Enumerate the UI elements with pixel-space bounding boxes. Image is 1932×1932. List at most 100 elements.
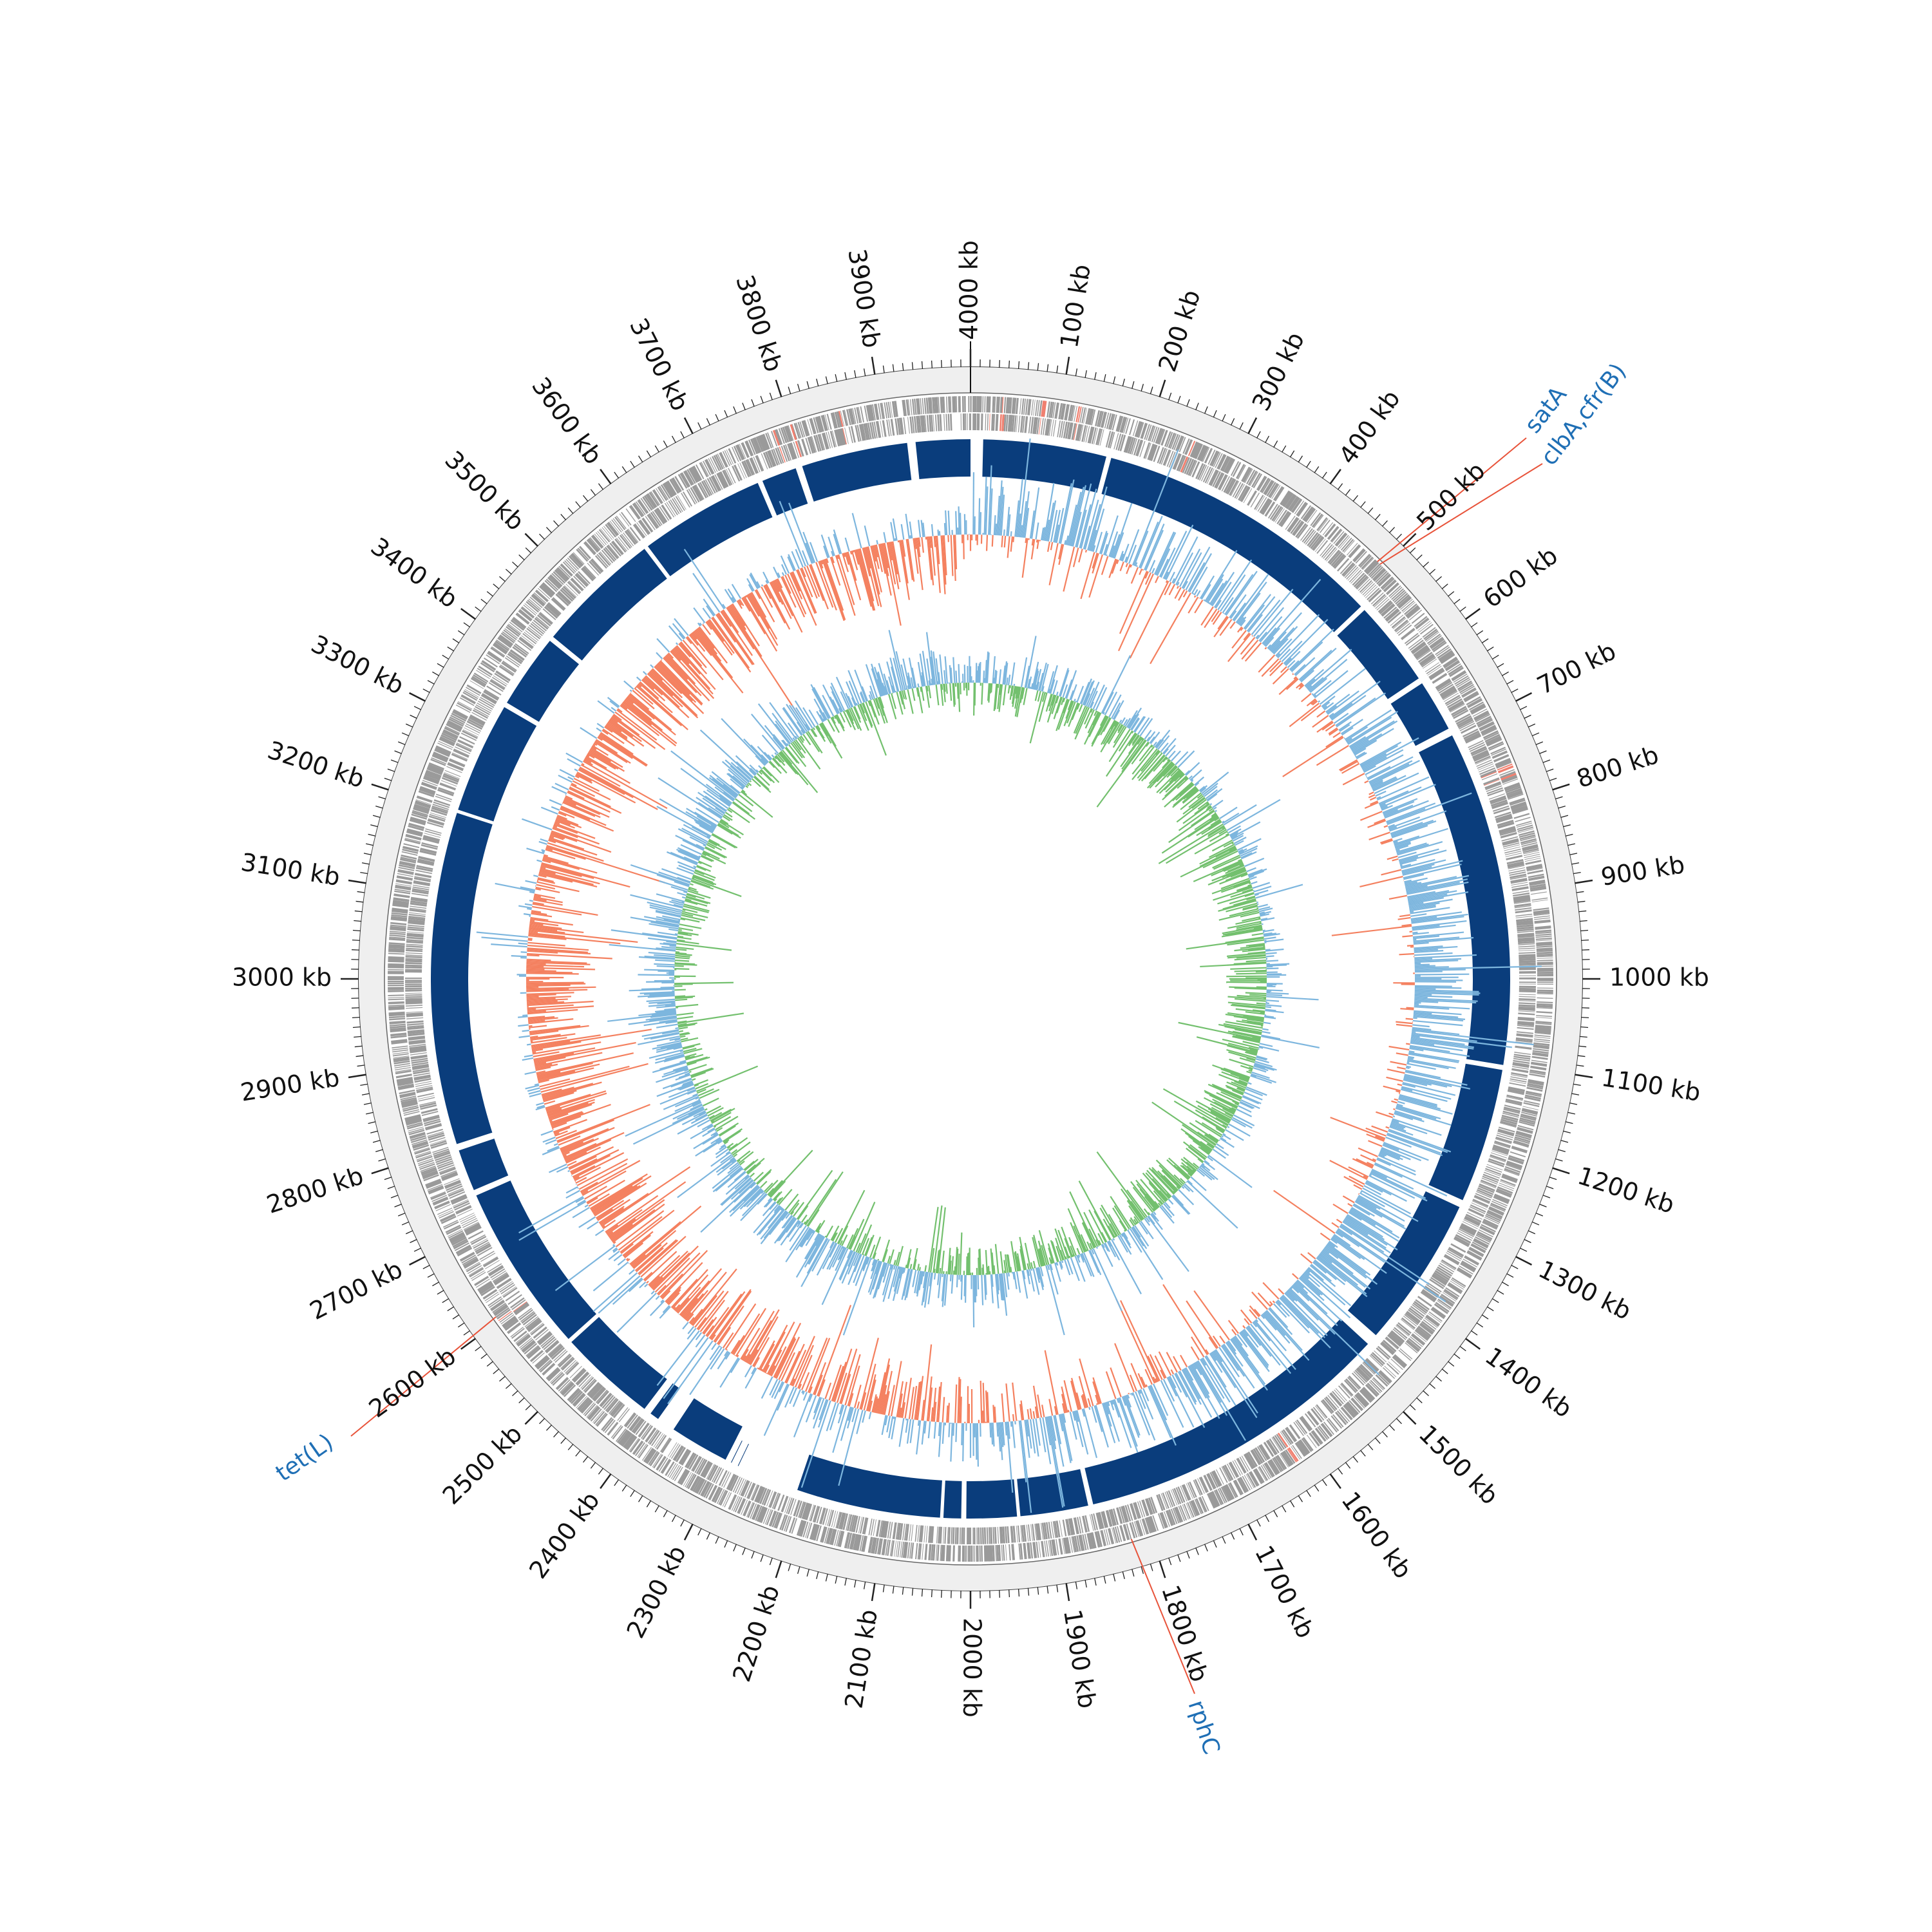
cds-reverse [1499, 826, 1516, 833]
cds-reverse [1477, 761, 1493, 769]
gc-content-above [1107, 1401, 1110, 1406]
cds-forward [1472, 1241, 1487, 1251]
cds-forward [539, 1360, 553, 1373]
minor-tick [475, 1345, 482, 1352]
minor-tick [352, 1007, 360, 1009]
cds-reverse [1206, 1473, 1215, 1490]
minor-tick [352, 949, 360, 951]
cds-forward [1506, 790, 1523, 798]
gc-content-below [857, 1401, 860, 1409]
cds-forward [1510, 801, 1527, 809]
minor-tick [1306, 1490, 1311, 1497]
cds-reverse [638, 1422, 650, 1438]
cds-forward [1202, 447, 1210, 462]
minor-tick [583, 1456, 589, 1463]
gc-content-below [896, 1381, 904, 1417]
cds-reverse [471, 712, 487, 721]
cds-forward [560, 1381, 573, 1395]
gc-content-above [1124, 556, 1128, 563]
cds-forward [607, 1421, 619, 1436]
contig-segment [1084, 1318, 1368, 1505]
cds-forward [1514, 1136, 1531, 1143]
gc-content-below [634, 1242, 668, 1271]
cds-forward [1534, 919, 1551, 923]
cds-reverse [1081, 425, 1086, 442]
cds-forward [439, 1213, 455, 1221]
gc-content-below [804, 1338, 828, 1392]
cds-reverse [659, 506, 670, 521]
gc-content-below [560, 1126, 615, 1151]
gc-content-below [1046, 541, 1050, 553]
gc-content-above [1319, 668, 1366, 705]
gc-content-below [762, 1324, 788, 1372]
minor-tick [1454, 598, 1461, 605]
gc-content-below [527, 1005, 594, 1012]
cds-reverse [1392, 1329, 1406, 1340]
gc-content-above [1068, 491, 1082, 546]
cds-reverse [1484, 1170, 1501, 1177]
cds-forward [670, 1464, 680, 1479]
cds-forward [834, 412, 840, 428]
contig-fragment [731, 1440, 743, 1463]
contig-segment [1419, 735, 1510, 1065]
gc-content-below [1300, 693, 1312, 703]
gc-content-above [1350, 1208, 1400, 1239]
contig-fragment [737, 1443, 749, 1466]
cds-forward [1463, 1258, 1477, 1268]
gc-content-above [751, 1367, 756, 1375]
cds-reverse [1515, 909, 1532, 914]
gc-content-below [573, 1176, 580, 1180]
gc-content-below [565, 1146, 601, 1164]
cds-forward [1511, 1147, 1527, 1153]
cds-reverse [440, 1171, 458, 1179]
gc-content-below [1330, 1117, 1386, 1139]
gc-content-below [879, 1385, 887, 1414]
cds-reverse [417, 860, 434, 866]
minor-tick [614, 471, 620, 479]
cds-forward [1405, 1340, 1419, 1352]
cds-forward [1508, 1159, 1524, 1165]
cds-reverse [981, 1527, 984, 1544]
gc-content-above [663, 1337, 709, 1399]
cds-forward [433, 751, 449, 759]
cds-reverse [817, 433, 824, 451]
cds-forward [531, 594, 545, 607]
gc-content-above [1225, 571, 1258, 616]
minor-tick [1213, 1540, 1217, 1548]
gc-content-above [1349, 1209, 1376, 1226]
cds-reverse [623, 532, 634, 547]
gc-content-below [630, 1206, 702, 1266]
cds-forward [583, 542, 596, 556]
cds-reverse [918, 415, 922, 433]
contig-fragment [724, 1437, 737, 1460]
gc-content-above [1160, 1379, 1184, 1428]
cds-forward [832, 412, 838, 429]
cds-forward [464, 688, 479, 698]
gc-content-below [1061, 1403, 1066, 1414]
gc-content-above [1029, 1419, 1036, 1454]
cds-forward [1159, 429, 1166, 445]
cds-forward [799, 1520, 807, 1537]
cds-forward [388, 1001, 404, 1005]
major-tick [1159, 1560, 1166, 1578]
cds-forward [1513, 1138, 1530, 1144]
cds-forward [1160, 1511, 1168, 1528]
cds-reverse [647, 1429, 658, 1444]
cds-forward [634, 502, 645, 516]
gc-content-above [545, 1139, 557, 1145]
gc-content-above [1370, 1171, 1426, 1199]
gc-content-above [1414, 994, 1453, 998]
cds-reverse [1493, 807, 1510, 815]
cds-forward [545, 1367, 558, 1379]
gc-content-below [1139, 568, 1143, 575]
gc-content-above [1140, 515, 1163, 569]
cds-forward [842, 410, 848, 426]
gc-content-above [524, 1054, 533, 1058]
cds-reverse [1462, 728, 1479, 737]
cds-forward [466, 687, 480, 696]
cds-reverse [1511, 882, 1528, 886]
cds-reverse [732, 466, 741, 482]
cds-forward [1365, 560, 1378, 574]
gc-content-above [1407, 890, 1450, 900]
gc-content-above [1388, 1130, 1448, 1153]
